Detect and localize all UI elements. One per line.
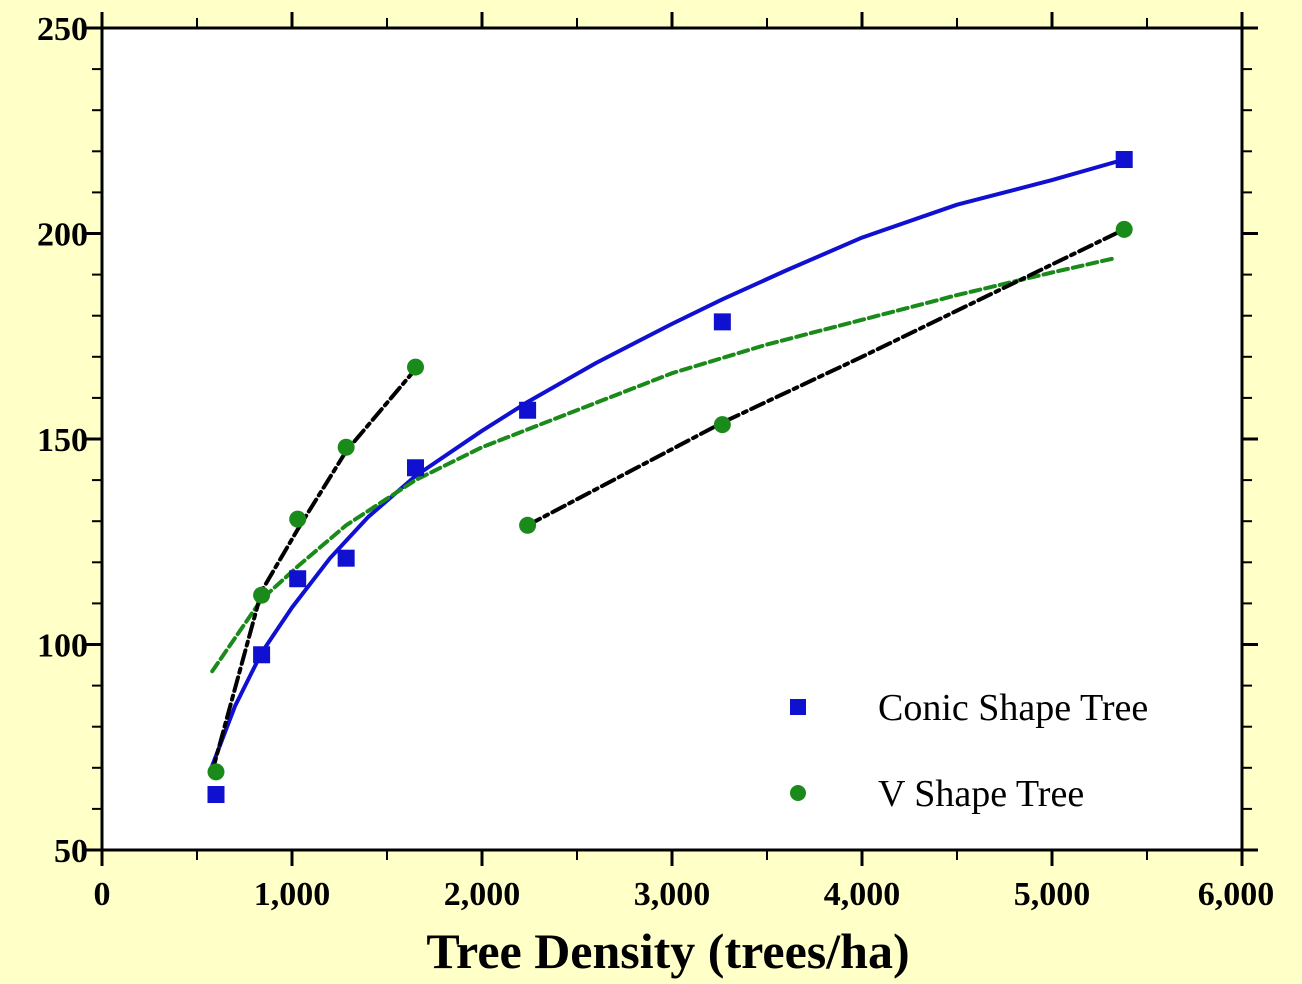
point-v-shape-tree — [289, 510, 307, 528]
plot-frame — [100, 26, 1244, 852]
point-conic-shape-tree — [289, 570, 307, 588]
point-conic-shape-tree — [253, 646, 271, 664]
point-conic-shape-tree — [713, 313, 731, 331]
point-v-shape-tree — [207, 763, 225, 781]
x-tick-label: 1,000 — [254, 876, 331, 913]
y-tick-label: 250 — [37, 11, 88, 48]
legend-marker-circle — [790, 785, 806, 801]
point-conic-shape-tree — [519, 401, 537, 419]
x-tick-label: 4,000 — [824, 876, 901, 913]
fit-line-4-dash-dot — [525, 227, 1127, 528]
point-v-shape-tree — [253, 586, 271, 604]
y-tick-label: 50 — [54, 833, 88, 870]
y-tick-label: 200 — [37, 217, 88, 254]
x-tick-label: 0 — [94, 876, 111, 913]
x-tick-label: 3,000 — [634, 876, 711, 913]
point-v-shape-tree — [519, 516, 537, 534]
point-conic-shape-tree — [407, 459, 424, 477]
point-v-shape-tree — [337, 438, 355, 456]
point-conic-shape-tree — [207, 786, 225, 804]
x-tick-label: 6,000 — [1198, 876, 1275, 913]
point-conic-shape-tree — [1115, 151, 1133, 169]
x-tick-label: 5,000 — [1014, 876, 1091, 913]
x-tick-label: 2,000 — [444, 876, 521, 913]
y-tick-label: 150 — [37, 422, 88, 459]
point-conic-shape-tree — [337, 549, 355, 567]
legend-marker-square — [790, 699, 806, 715]
fit-line-2-dashed — [210, 256, 1117, 674]
legend-label: V Shape Tree — [878, 773, 1084, 815]
plot-area — [102, 28, 1242, 850]
x-axis-title: Tree Density (trees/ha) — [426, 923, 909, 979]
legend-label: Conic Shape Tree — [878, 687, 1148, 729]
point-v-shape-tree — [407, 358, 424, 376]
y-tick-label: 100 — [37, 628, 88, 665]
point-v-shape-tree — [1115, 220, 1133, 238]
legend: Conic Shape Tree V Shape Tree — [790, 687, 1148, 815]
point-v-shape-tree — [713, 416, 731, 434]
fit-line-3-dash-dot — [210, 367, 418, 774]
